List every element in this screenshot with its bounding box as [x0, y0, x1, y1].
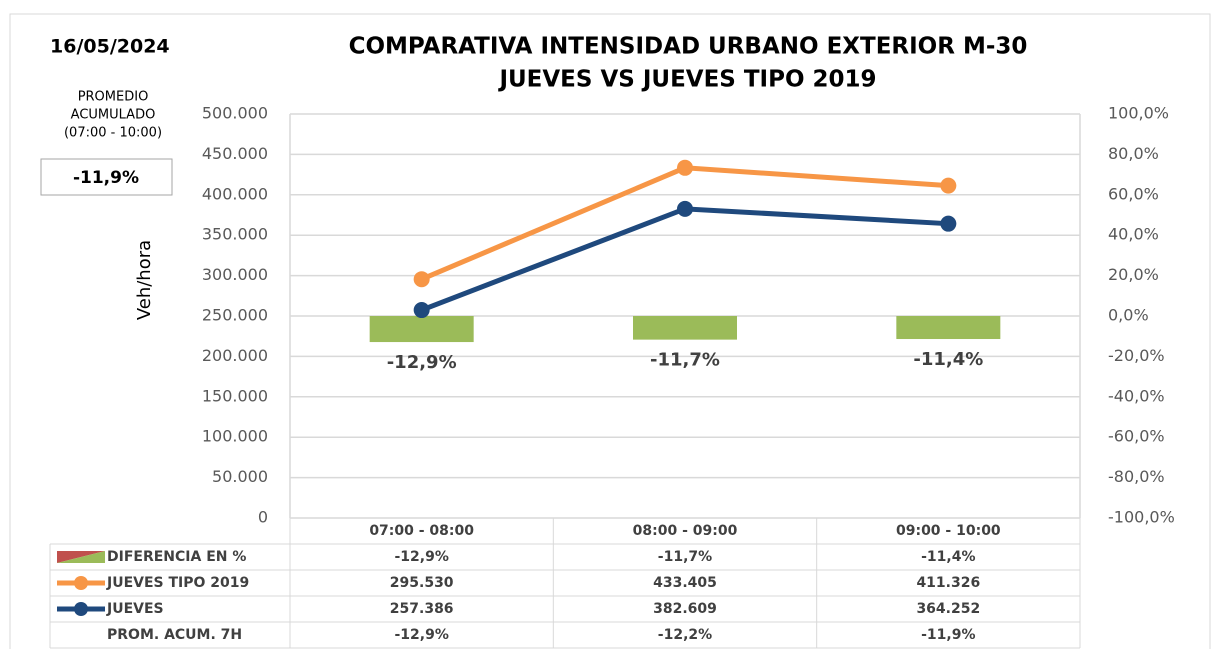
- marker: [677, 159, 693, 176]
- y-tick-label: 450.000: [202, 144, 268, 163]
- y-tick-label: 100.000: [202, 427, 268, 446]
- y-tick-label: 500.000: [202, 104, 268, 123]
- table-cell: -11,7%: [658, 549, 712, 565]
- y2-tick-label: 60,0%: [1108, 184, 1159, 203]
- line: [420, 165, 949, 282]
- y-tick-label: 400.000: [202, 184, 268, 203]
- data-label: -11,4%: [913, 349, 983, 370]
- table-cell: -11,4%: [921, 549, 975, 565]
- y2-tick-label: 100,0%: [1108, 104, 1169, 123]
- line: [420, 206, 949, 313]
- summary-label: ACUMULADO: [71, 108, 156, 123]
- frame: [9, 13, 1211, 649]
- y2-tick-label: -20,0%: [1108, 346, 1165, 365]
- summary-label: (07:00 - 10:00): [64, 126, 162, 141]
- table-cell: -11,9%: [921, 627, 975, 643]
- y2-tick-label: 40,0%: [1108, 225, 1159, 244]
- marker: [940, 177, 957, 194]
- y-tick-label: 50.000: [212, 467, 268, 486]
- y2-tick-label: 0,0%: [1108, 306, 1149, 325]
- marker: [940, 215, 957, 232]
- y2-tick-label: -80,0%: [1108, 467, 1165, 486]
- legend-label: JUEVES TIPO 2019: [106, 575, 249, 591]
- y-tick-label: 250.000: [202, 306, 268, 325]
- y-tick-label: 200.000: [202, 346, 268, 365]
- table-cell: -12,9%: [394, 627, 448, 643]
- x-tick-label: 07:00 - 08:00: [369, 523, 474, 539]
- summary-box: [40, 158, 173, 196]
- date: 16/05/2024: [50, 36, 170, 58]
- y2-tick-label: -40,0%: [1108, 386, 1165, 405]
- y-tick-label: 350.000: [202, 225, 268, 244]
- x-tick-label: 09:00 - 10:00: [896, 523, 1001, 539]
- summary-label: PROMEDIO: [78, 90, 149, 105]
- table-cell: 411.326: [916, 575, 980, 591]
- legend-icon: [74, 576, 88, 590]
- table-cell: -12,9%: [394, 549, 448, 565]
- legend-label: DIFERENCIA EN %: [107, 549, 246, 565]
- table-cell: -12,2%: [658, 627, 712, 643]
- y-tick-label: 0: [258, 508, 268, 527]
- table-cell: 382.609: [653, 601, 717, 617]
- y2-tick-label: 20,0%: [1108, 265, 1159, 284]
- chart-title: COMPARATIVA INTENSIDAD URBANO EXTERIOR M…: [349, 34, 1028, 60]
- y-tick-label: 150.000: [202, 386, 268, 405]
- y2-tick-label: -60,0%: [1108, 427, 1165, 446]
- legend-label: JUEVES: [106, 601, 164, 617]
- y-tick-label: 300.000: [202, 265, 268, 284]
- table-cell: 295.530: [390, 575, 454, 591]
- marker: [413, 302, 430, 319]
- bar: [633, 316, 737, 340]
- y2-tick-label: -100,0%: [1108, 508, 1175, 527]
- marker: [677, 200, 693, 217]
- legend-icon: [57, 551, 105, 563]
- x-tick-label: 08:00 - 09:00: [633, 523, 738, 539]
- legend-icon: [74, 602, 88, 616]
- chart-subtitle: JUEVES VS JUEVES TIPO 2019: [497, 67, 876, 93]
- marker: [413, 271, 430, 288]
- y2-tick-label: 80,0%: [1108, 144, 1159, 163]
- data-label: -11,7%: [650, 350, 720, 371]
- bar: [369, 316, 474, 343]
- y-axis-label: Veh/hora: [134, 240, 155, 320]
- table-cell: 257.386: [390, 601, 454, 617]
- table-cell: 433.405: [653, 575, 717, 591]
- table-cell: 364.252: [916, 601, 980, 617]
- summary-value: -11,9%: [73, 168, 139, 188]
- data-label: -12,9%: [387, 352, 457, 373]
- table-row-label: PROM. ACUM. 7H: [107, 627, 242, 643]
- bar: [896, 316, 1001, 340]
